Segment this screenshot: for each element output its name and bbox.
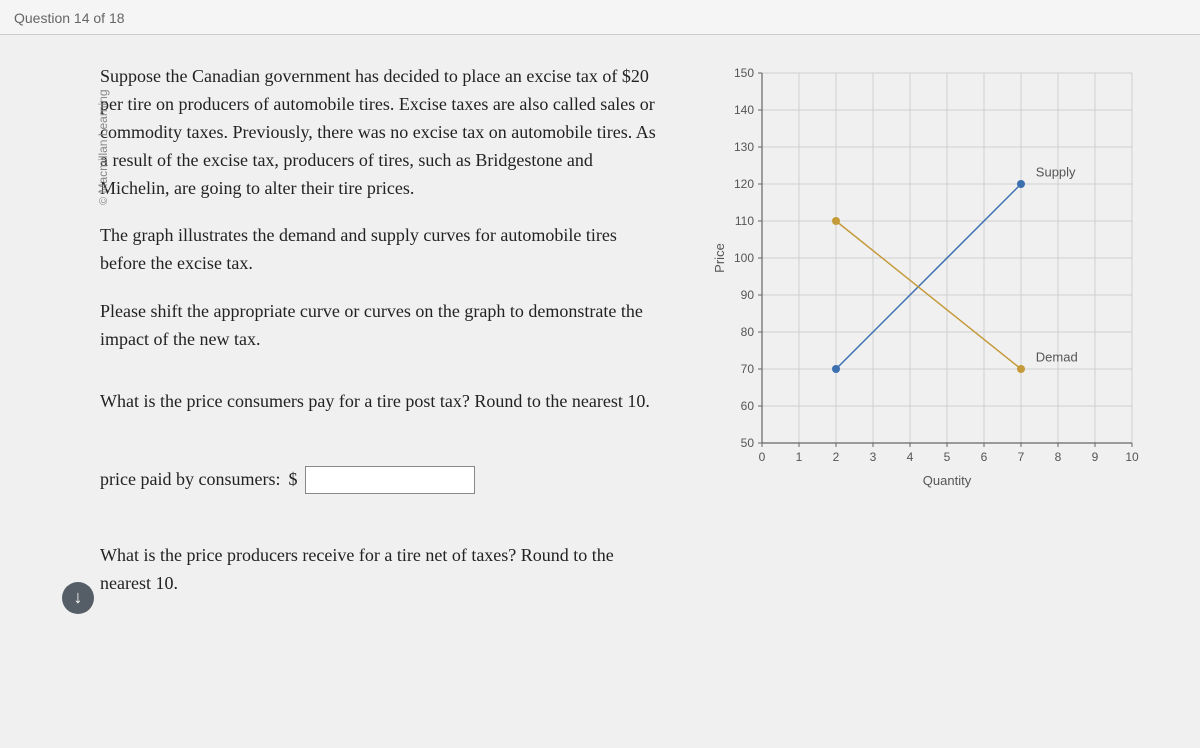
supply-demand-chart[interactable]: 50 60 70 80 90 100 110 120 130 140 150 0 1 2 3 4 5 6 7 8 9 10…: [710, 63, 1150, 493]
question-number: Question 14 of 18: [14, 10, 125, 26]
svg-text:0: 0: [759, 450, 766, 464]
paragraph-intro: Suppose the Canadian government has deci…: [100, 63, 660, 202]
answer-consumers-block: price paid by consumers: $: [100, 466, 660, 494]
currency-symbol: $: [288, 466, 297, 494]
svg-text:1: 1: [796, 450, 803, 464]
svg-text:8: 8: [1055, 450, 1062, 464]
svg-text:70: 70: [741, 362, 755, 376]
svg-text:50: 50: [741, 436, 755, 450]
svg-text:9: 9: [1092, 450, 1099, 464]
arrow-down-icon: ↓: [74, 587, 83, 608]
paragraph-graph-desc: The graph illustrates the demand and sup…: [100, 222, 660, 278]
svg-text:120: 120: [734, 177, 754, 191]
question-consumers: What is the price consumers pay for a ti…: [100, 388, 660, 416]
scroll-down-button[interactable]: ↓: [62, 582, 94, 614]
demand-point[interactable]: [1017, 365, 1025, 373]
svg-text:3: 3: [870, 450, 877, 464]
demand-point[interactable]: [832, 217, 840, 225]
supply-point[interactable]: [1017, 180, 1025, 188]
svg-text:130: 130: [734, 140, 754, 154]
svg-text:10: 10: [1125, 450, 1139, 464]
svg-text:6: 6: [981, 450, 988, 464]
svg-text:140: 140: [734, 103, 754, 117]
supply-point[interactable]: [832, 365, 840, 373]
chart-column: 50 60 70 80 90 100 110 120 130 140 150 0 1 2 3 4 5 6 7 8 9 10…: [710, 63, 1200, 618]
svg-text:90: 90: [741, 288, 755, 302]
supply-label: Supply: [1036, 165, 1076, 180]
svg-text:80: 80: [741, 325, 755, 339]
copyright-icon: ©: [98, 197, 110, 205]
paragraph-instruction: Please shift the appropriate curve or cu…: [100, 298, 660, 354]
svg-text:60: 60: [741, 399, 755, 413]
svg-text:4: 4: [907, 450, 914, 464]
svg-text:7: 7: [1018, 450, 1025, 464]
svg-text:Price: Price: [712, 243, 727, 273]
svg-text:Quantity: Quantity: [923, 473, 972, 488]
svg-text:5: 5: [944, 450, 951, 464]
svg-text:100: 100: [734, 251, 754, 265]
copyright-vertical: © Macmillan Learning: [96, 89, 110, 205]
main-flex: Suppose the Canadian government has deci…: [100, 35, 1200, 618]
svg-text:2: 2: [833, 450, 840, 464]
svg-text:110: 110: [735, 214, 754, 228]
question-header: Question 14 of 18: [0, 0, 1200, 35]
demand-label: Demad: [1036, 350, 1078, 365]
answer-consumers-label: price paid by consumers:: [100, 466, 280, 494]
question-producers: What is the price producers receive for …: [100, 542, 660, 598]
svg-text:150: 150: [734, 66, 754, 80]
text-column: Suppose the Canadian government has deci…: [100, 63, 660, 618]
copyright-text: Macmillan Learning: [96, 89, 110, 193]
supply-line[interactable]: [836, 184, 1021, 369]
content-wrap: © Macmillan Learning Suppose the Canadia…: [0, 35, 1200, 618]
price-consumers-input[interactable]: [305, 466, 475, 494]
